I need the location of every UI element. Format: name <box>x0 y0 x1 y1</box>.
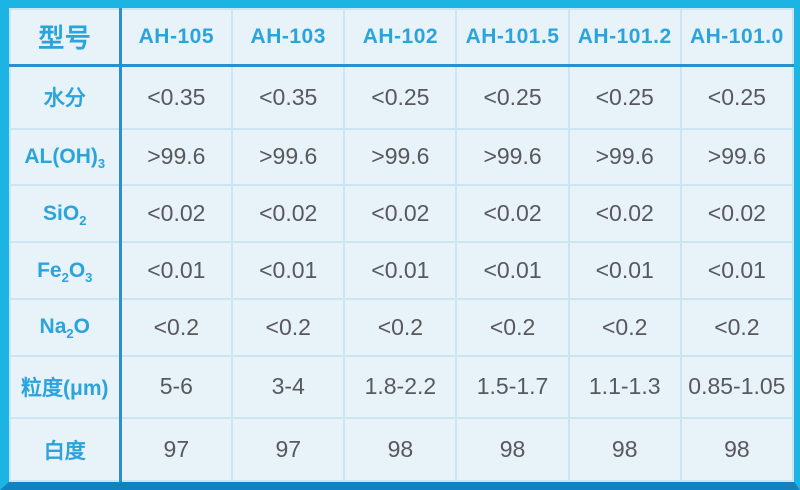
spec-table: 型号 AH-105 AH-103 AH-102 AH-101.5 AH-101.… <box>9 8 795 482</box>
table-cell: <0.2 <box>679 297 795 357</box>
table-cell: 98 <box>679 417 795 482</box>
table-cell: <0.02 <box>231 184 346 244</box>
table-cell: 98 <box>455 417 570 482</box>
table-cell: >99.6 <box>455 127 570 187</box>
subscript: 2 <box>61 269 69 285</box>
table-row-na2o: Na2O <0.2 <0.2 <0.2 <0.2 <0.2 <0.2 <box>9 297 795 357</box>
row-label-moisture: 水分 <box>9 64 122 130</box>
table-row-whiteness: 白度 97 97 98 98 98 98 <box>9 417 795 482</box>
table-cell: <0.01 <box>679 241 795 300</box>
table-cell: 98 <box>343 417 458 482</box>
table-cell: 1.1-1.3 <box>567 354 682 420</box>
table-cell: <0.25 <box>679 64 795 130</box>
table-cell: <0.01 <box>567 241 682 300</box>
row-label-aloh3: AL(OH)3 <box>9 127 122 187</box>
table-cell: 3-4 <box>231 354 346 420</box>
table-cell: <0.25 <box>455 64 570 130</box>
table-cell: <0.02 <box>679 184 795 244</box>
table-cell: <0.01 <box>343 241 458 300</box>
row-label-text: O <box>68 258 86 282</box>
row-label-text: 白度 <box>43 439 86 463</box>
row-label-text: AL(OH) <box>24 144 98 168</box>
table-cell: <0.01 <box>118 241 234 300</box>
column-header-ah102: AH-102 <box>343 8 458 67</box>
row-label-text: O <box>73 315 90 339</box>
header-row: 型号 AH-105 AH-103 AH-102 AH-101.5 AH-101.… <box>9 8 795 67</box>
subscript: 2 <box>66 326 74 342</box>
row-label-text: Fe <box>37 258 62 282</box>
row-label-na2o: Na2O <box>9 297 122 357</box>
column-header-ah103: AH-103 <box>231 8 346 67</box>
table-cell: <0.02 <box>343 184 458 244</box>
row-label-particle-size: 粒度(μm) <box>9 354 122 420</box>
table-row-aloh3: AL(OH)3 >99.6 >99.6 >99.6 >99.6 >99.6 >9… <box>9 127 795 187</box>
table-cell: <0.2 <box>455 297 570 357</box>
table-cell: 97 <box>231 417 346 482</box>
table-cell: <0.02 <box>455 184 570 244</box>
column-header-ah105: AH-105 <box>118 8 234 67</box>
table-cell: <0.2 <box>231 297 346 357</box>
row-label-text: SiO <box>43 201 80 225</box>
table-cell: >99.6 <box>679 127 795 187</box>
table-cell: <0.01 <box>231 241 346 300</box>
table-cell: <0.35 <box>118 64 234 130</box>
table-cell: <0.01 <box>455 241 570 300</box>
corner-header-model: 型号 <box>9 8 122 67</box>
row-label-fe2o3: Fe2O3 <box>9 241 122 300</box>
subscript: 2 <box>79 212 87 228</box>
table-row-sio2: SiO2 <0.02 <0.02 <0.02 <0.02 <0.02 <0.02 <box>9 184 795 244</box>
table-cell: 1.5-1.7 <box>455 354 570 420</box>
table-row-moisture: 水分 <0.35 <0.35 <0.25 <0.25 <0.25 <0.25 <box>9 64 795 130</box>
table-cell: >99.6 <box>231 127 346 187</box>
row-label-sio2: SiO2 <box>9 184 122 244</box>
table-cell: <0.02 <box>118 184 234 244</box>
table-cell: <0.2 <box>118 297 234 357</box>
column-header-ah101-5: AH-101.5 <box>455 8 570 67</box>
subscript: 3 <box>85 269 93 285</box>
row-label-text: 粒度(μm) <box>20 376 109 400</box>
column-header-ah101-2: AH-101.2 <box>567 8 682 67</box>
row-label-text: 水分 <box>43 87 86 111</box>
table-cell: >99.6 <box>118 127 234 187</box>
table-cell: <0.2 <box>567 297 682 357</box>
table-row-particle-size: 粒度(μm) 5-6 3-4 1.8-2.2 1.5-1.7 1.1-1.3 0… <box>9 354 795 420</box>
table-cell: 98 <box>567 417 682 482</box>
table-cell: 97 <box>118 417 234 482</box>
table-cell: <0.25 <box>567 64 682 130</box>
table-cell: >99.6 <box>567 127 682 187</box>
table-cell: 1.8-2.2 <box>343 354 458 420</box>
row-label-text: Na <box>39 315 67 339</box>
table-cell: 0.85-1.05 <box>679 354 795 420</box>
table-cell: <0.35 <box>231 64 346 130</box>
row-label-whiteness: 白度 <box>9 417 122 482</box>
table-cell: <0.02 <box>567 184 682 244</box>
column-header-ah101-0: AH-101.0 <box>679 8 795 67</box>
table-cell: <0.25 <box>343 64 458 130</box>
table-cell: >99.6 <box>343 127 458 187</box>
subscript: 3 <box>97 155 106 171</box>
table-row-fe2o3: Fe2O3 <0.01 <0.01 <0.01 <0.01 <0.01 <0.0… <box>9 241 795 300</box>
table-cell: 5-6 <box>118 354 234 420</box>
table-cell: <0.2 <box>343 297 458 357</box>
